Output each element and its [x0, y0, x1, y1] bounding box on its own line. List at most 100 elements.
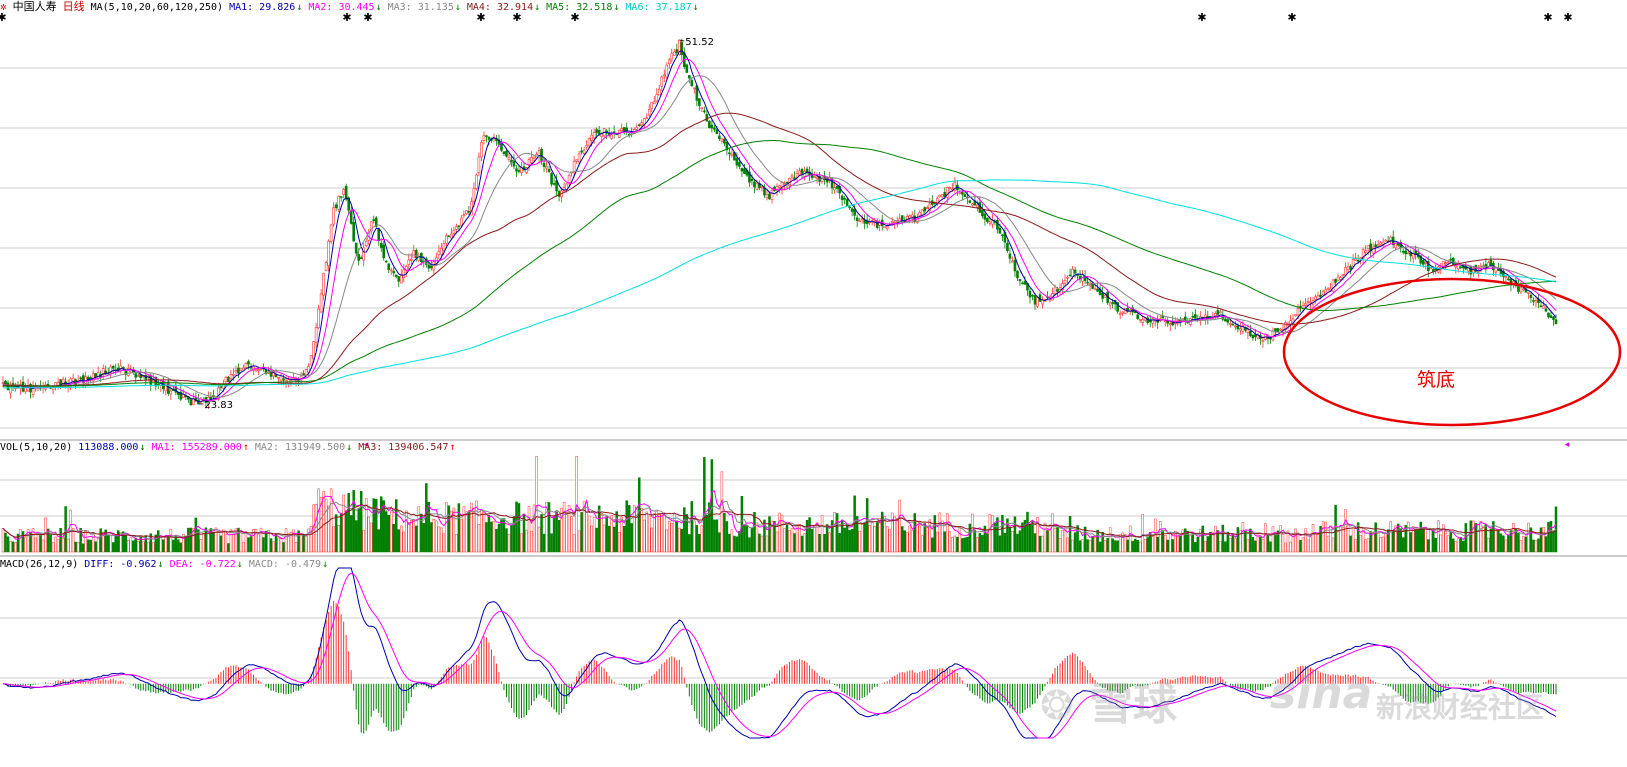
volume-bar-599: [1502, 535, 1505, 553]
volume-bar-386: [968, 523, 972, 553]
volume-bar-586: [1469, 520, 1473, 553]
volume-bar-339: [850, 529, 854, 553]
volume-bar-519: [1301, 537, 1305, 553]
volume-bar-271: [680, 528, 684, 553]
candle-body-324: [813, 175, 816, 179]
volume-bar-225: [565, 512, 568, 553]
volume-bar-441: [1106, 537, 1109, 553]
volume-bar-582: [1459, 537, 1463, 553]
settings-gear-icon[interactable]: ✲: [0, 0, 7, 13]
volume-bar-32: [81, 543, 85, 553]
volume-bar-602: [1509, 530, 1513, 553]
volume-bar-58: [147, 541, 150, 553]
volume-bar-116: [292, 529, 295, 553]
candle-body-294: [738, 162, 741, 167]
candle-body-156: [392, 271, 396, 274]
volume-bar-177: [445, 502, 448, 553]
volume-bar-462: [1158, 521, 1162, 553]
volume-bar-476: [1194, 542, 1197, 553]
candle-body-188: [472, 188, 476, 202]
range-marker-icon-1: ◂: [364, 440, 369, 450]
ma5-line: [2, 140, 1557, 387]
volume-bar-444: [1113, 540, 1117, 553]
event-star-icon-7: ✱: [1197, 11, 1206, 24]
candle-body-91: [229, 374, 233, 379]
volume-bar-130: [327, 505, 330, 553]
volume-bar-11: [29, 532, 32, 553]
period-label[interactable]: 日线: [62, 0, 85, 13]
volume-bar-446: [1118, 534, 1122, 553]
volume-bar-186: [467, 511, 471, 553]
volume-bar-114: [287, 533, 290, 553]
candle-body-368: [923, 207, 927, 212]
volume-bar-30: [76, 542, 80, 553]
volume-bar-275: [690, 501, 694, 553]
volume-bar-533: [1336, 531, 1340, 553]
candle-body-408: [1023, 281, 1027, 285]
volume-bar-117: [294, 542, 298, 553]
volume-bar-301: [755, 522, 759, 553]
volume-bar-394: [988, 513, 992, 553]
volume-bar-616: [1544, 536, 1548, 553]
volume-bar-91: [229, 529, 233, 553]
volume-bar-471: [1181, 529, 1185, 553]
candle-body-145: [364, 240, 368, 247]
candle-body-154: [387, 263, 391, 270]
volume-bar-2: [6, 536, 10, 553]
volume-bar-206: [517, 503, 521, 553]
volume-bar-346: [868, 525, 871, 553]
vol-indicator-1: 113088.000↓: [78, 442, 146, 453]
volume-bar-430: [1078, 540, 1082, 553]
volume-bar-500: [1254, 540, 1257, 553]
event-star-icon-6: ✱: [570, 11, 579, 24]
volume-bar-240: [602, 524, 606, 553]
volume-bar-490: [1229, 537, 1232, 553]
candle-body-83: [209, 396, 213, 399]
candle-body-71: [179, 391, 183, 400]
volume-bar-101: [254, 529, 258, 553]
candle-body-538: [1349, 266, 1352, 270]
volume-bar-313: [785, 524, 789, 553]
candle-body-273: [685, 64, 689, 73]
volume-bar-611: [1532, 539, 1535, 553]
volume-bar-406: [1018, 530, 1022, 553]
volume-bar-560: [1404, 525, 1407, 553]
volume-bar-123: [309, 526, 313, 553]
candle-body-343: [860, 218, 864, 221]
candle-body-140: [352, 222, 355, 242]
volume-bar-331: [830, 520, 834, 553]
volume-bar-16: [41, 539, 45, 553]
volume-bar-550: [1379, 537, 1382, 553]
candle-body-426: [1068, 274, 1072, 277]
volume-bar-82: [207, 530, 210, 553]
volume-bar-8: [21, 531, 25, 553]
candle-body-355: [890, 221, 894, 224]
candle-body-597: [1497, 268, 1500, 271]
volume-bar-618: [1549, 521, 1553, 553]
volume-bar-67: [169, 528, 173, 553]
volume-bar-66: [167, 535, 170, 553]
candle-body-137: [344, 186, 348, 200]
volume-bar-311: [780, 514, 784, 553]
vol-title: VOL(5,10,20): [0, 442, 73, 453]
volume-bar-232: [582, 501, 586, 553]
volume-bar-528: [1324, 521, 1327, 553]
volume-bar-350: [878, 518, 881, 553]
candle-body-235: [590, 134, 593, 141]
candle-body-382: [958, 192, 962, 194]
candle-body-367: [920, 209, 924, 216]
volume-bar-163: [410, 520, 413, 553]
volume-bar-554: [1389, 521, 1392, 553]
candle-body-437: [1096, 288, 1099, 292]
candle-body-335: [840, 195, 844, 201]
volume-bar-178: [447, 505, 451, 553]
candle-body-600: [1504, 276, 1508, 278]
candle-body-129: [324, 262, 328, 272]
volume-bar-17: [44, 517, 47, 553]
candle-body-370: [928, 203, 932, 212]
candle-body-185: [465, 210, 468, 214]
volume-bar-155: [390, 511, 393, 553]
volume-bar-143: [359, 491, 363, 553]
volume-bar-246: [617, 531, 621, 553]
